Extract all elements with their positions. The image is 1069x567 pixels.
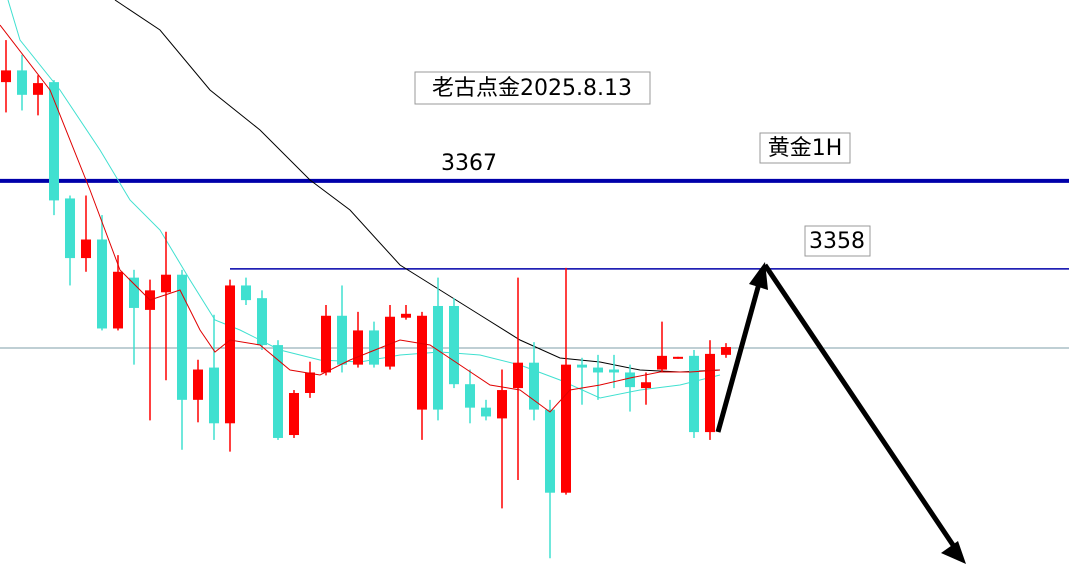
candle-body	[241, 285, 251, 301]
arrow-down	[762, 263, 958, 550]
candle-body	[305, 372, 315, 393]
candle-body	[177, 274, 187, 400]
candle-body	[321, 315, 331, 373]
candle-body	[257, 298, 267, 346]
candle-body	[609, 369, 619, 373]
candle-body	[593, 367, 603, 373]
candle-body	[449, 305, 459, 385]
candle-body	[369, 330, 379, 365]
candle-body	[705, 353, 715, 433]
candle-body	[113, 271, 123, 329]
arrow-down-head	[941, 541, 966, 564]
level-label: 3358	[809, 229, 865, 254]
candle-body	[545, 409, 555, 493]
candle-body	[561, 364, 571, 493]
candle-body	[209, 367, 219, 424]
candle-body	[673, 356, 683, 359]
ma-cyan	[7, 0, 721, 399]
candle-body	[353, 330, 363, 365]
level-label: 3367	[441, 151, 497, 176]
candle-body	[225, 285, 235, 424]
candle-body	[721, 347, 731, 355]
candle-body	[97, 239, 107, 329]
title-box	[414, 71, 651, 105]
arrow-up	[715, 279, 763, 433]
candle-body	[161, 274, 171, 293]
candle-body	[65, 198, 75, 259]
candle-body	[129, 277, 139, 308]
candle-body	[49, 82, 59, 201]
candle-body	[689, 355, 699, 433]
ma-black	[114, 0, 721, 373]
candle-body	[193, 369, 203, 400]
candle-body	[433, 305, 443, 410]
candle-body	[273, 345, 283, 438]
candle-body	[657, 355, 667, 370]
candle-body	[33, 83, 43, 95]
candle-body	[497, 390, 507, 419]
subtitle-box	[759, 132, 851, 164]
chart-title: 老古点金2025.8.13	[432, 76, 632, 101]
level-box	[804, 225, 871, 257]
candle-body	[289, 392, 299, 436]
candle-body	[529, 362, 539, 410]
chart-subtitle: 黄金1H	[768, 136, 843, 161]
candle-body	[401, 313, 411, 318]
candle-body	[385, 316, 395, 367]
candle-body	[641, 382, 651, 389]
candle-body	[625, 372, 635, 388]
candle-body	[481, 407, 491, 417]
candle-body	[1, 70, 11, 83]
candle-body	[417, 315, 427, 410]
candle-body	[513, 362, 523, 389]
candle-body	[17, 70, 27, 95]
candle-body	[465, 384, 475, 408]
arrow-up-head	[749, 262, 768, 290]
candle-body	[577, 364, 587, 368]
candle-body	[337, 315, 347, 365]
candle-body	[81, 239, 91, 259]
ma-red	[0, 24, 721, 413]
